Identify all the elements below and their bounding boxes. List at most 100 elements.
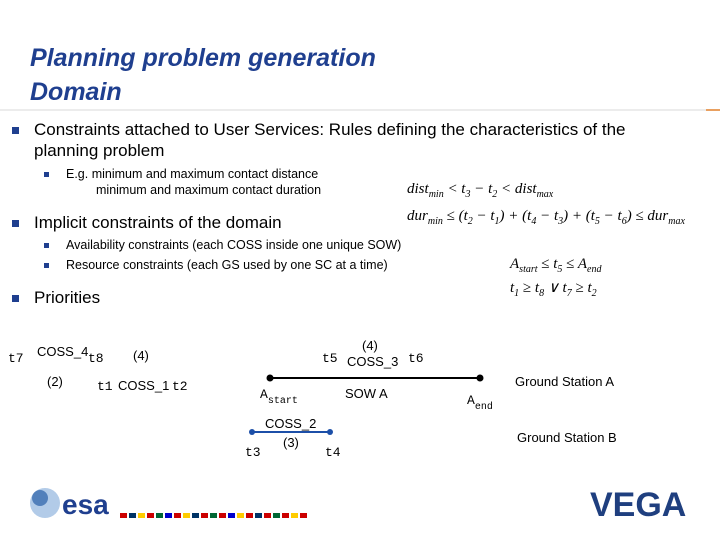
- diagram-label: t8: [88, 351, 104, 366]
- formula-part: 3: [557, 216, 563, 227]
- label-text: A: [467, 393, 475, 408]
- label-text: COSS_3: [347, 354, 398, 369]
- formula-part: 5: [557, 264, 562, 275]
- diagram-label: t4: [325, 445, 341, 460]
- formula-part: ∨ t: [544, 280, 567, 296]
- sub-bullet-marker: [44, 263, 49, 268]
- bullet-text: Constraints attached to User Services: R…: [34, 120, 626, 139]
- flag: [201, 513, 208, 518]
- label-text: (4): [362, 338, 378, 353]
- formula-part: start: [519, 264, 538, 275]
- flag: [120, 513, 127, 518]
- esa-logo: esa: [30, 488, 307, 520]
- label-text: (4): [133, 348, 149, 363]
- formula-part: 1: [514, 288, 519, 299]
- label-text: t8: [88, 351, 104, 366]
- label-text: A: [260, 387, 268, 402]
- coss-start: [249, 429, 255, 435]
- formula-part: − t: [470, 181, 493, 197]
- formula-part: min: [429, 189, 444, 200]
- label-text: t2: [172, 379, 188, 394]
- diagram-label: COSS_2: [265, 416, 316, 431]
- formula-part: dur: [407, 208, 428, 224]
- diagram-label: t3: [245, 445, 261, 460]
- sub-bullet-text: E.g. minimum and maximum contact distanc…: [66, 167, 318, 181]
- formula-part: − t: [536, 208, 559, 224]
- formula: Astart ≤ t5 ≤ Aend: [509, 256, 602, 275]
- coss-end: [327, 429, 333, 435]
- flag: [210, 513, 217, 518]
- formula-part: − t: [473, 208, 496, 224]
- sub-bullet-text: minimum and maximum contact duration: [96, 183, 321, 197]
- formula-part: ) ≤ dur: [626, 208, 669, 224]
- diagram-label: t7: [8, 351, 24, 366]
- label-text: t1: [97, 379, 113, 394]
- esa-text: esa: [62, 489, 109, 520]
- bullet-marker: [12, 295, 19, 302]
- formula-part: ≤ A: [562, 256, 587, 272]
- flag: [219, 513, 226, 518]
- bullet-text: Implicit constraints of the domain: [34, 213, 282, 232]
- diagram-label: Astart: [260, 387, 298, 407]
- formula-part: 2: [592, 288, 597, 299]
- bullet-text: planning problem: [34, 141, 164, 160]
- bullet-marker: [12, 127, 19, 134]
- flag: [228, 513, 235, 518]
- formula-part: max: [537, 189, 554, 200]
- formula-part: 5: [595, 216, 600, 227]
- diagram-label: Ground Station B: [517, 430, 617, 445]
- vega-logo: VEGA: [590, 486, 686, 524]
- formula-part: dist: [407, 181, 430, 197]
- diagram-label: t5: [322, 351, 338, 366]
- formula-part: 3: [464, 189, 470, 200]
- formula-part: min: [428, 216, 443, 227]
- label-text: t5: [322, 351, 338, 366]
- formula-part: ≤ t: [538, 256, 559, 272]
- formula-part: A: [509, 256, 520, 272]
- flag: [300, 513, 307, 518]
- flag: [291, 513, 298, 518]
- sub-bullet-marker: [44, 243, 49, 248]
- formula-part: 7: [567, 288, 573, 299]
- formula-part: ≥ t: [519, 280, 540, 296]
- formula-part: ) + (t: [562, 208, 596, 224]
- label-text: (2): [47, 374, 63, 389]
- diagram-label: t1: [97, 379, 113, 394]
- label-text: t7: [8, 351, 24, 366]
- flag: [255, 513, 262, 518]
- formula-part: 2: [492, 189, 497, 200]
- flag: [192, 513, 199, 518]
- diagram-label: (4): [133, 348, 149, 363]
- formula-part: t: [510, 280, 515, 296]
- formula-part: ≤ (t: [443, 208, 469, 224]
- flag: [264, 513, 271, 518]
- sow-start: [266, 374, 274, 382]
- flag: [174, 513, 181, 518]
- flag: [165, 513, 172, 518]
- formula-part: 6: [622, 216, 627, 227]
- title: Domain: [30, 78, 122, 106]
- flag: [282, 513, 289, 518]
- sub-bullet-text: Resource constraints (each GS used by on…: [66, 258, 388, 272]
- label-sub: end: [475, 401, 493, 413]
- label-text: Ground Station B: [517, 430, 617, 445]
- formula: t1 ≥ t8 ∨ t7 ≥ t2: [510, 280, 597, 299]
- diagram-label: COSS_4: [37, 344, 88, 359]
- diagram-label: COSS_1: [118, 378, 169, 393]
- diagram-label: SOW A: [345, 386, 388, 401]
- flag: [129, 513, 136, 518]
- diagram-label: Ground Station A: [515, 374, 614, 389]
- flag: [273, 513, 280, 518]
- diagram-label: t2: [172, 379, 188, 394]
- diagram-label: t6: [408, 351, 424, 366]
- diagram-label: Aend: [467, 393, 493, 413]
- formula-part: < t: [444, 181, 467, 197]
- formula-part: end: [587, 264, 602, 275]
- diagram-label: COSS_3: [347, 354, 398, 369]
- label-text: COSS_1: [118, 378, 169, 393]
- sub-bullet-marker: [44, 172, 49, 177]
- formula-part: − t: [600, 208, 623, 224]
- label-text: t3: [245, 445, 261, 460]
- formula-part: 2: [468, 216, 473, 227]
